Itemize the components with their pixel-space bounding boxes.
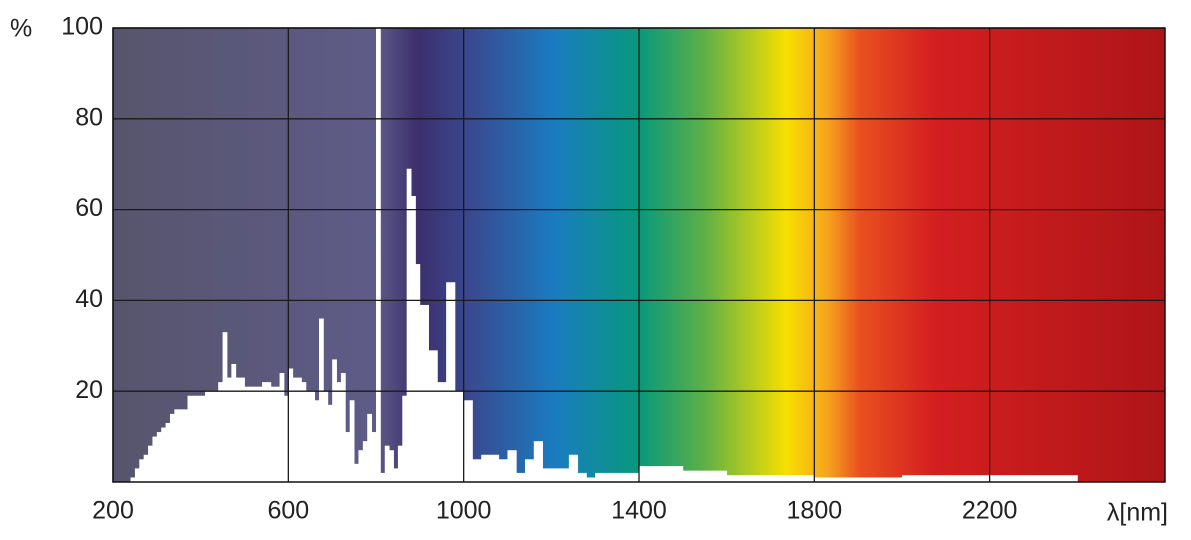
bar [411, 195, 416, 483]
y-tick-label: 100 [61, 13, 103, 41]
bar [235, 377, 245, 482]
bar [244, 386, 263, 482]
y-tick-label: 60 [75, 194, 103, 222]
bar [389, 450, 394, 482]
bar [130, 477, 136, 482]
bar [152, 436, 158, 482]
bar [814, 477, 903, 482]
bar [507, 450, 517, 482]
bar [533, 441, 543, 482]
bar [577, 472, 587, 482]
bar [516, 472, 526, 482]
bar [380, 472, 386, 482]
bar [226, 377, 232, 482]
bar [371, 432, 377, 482]
bar [376, 28, 381, 482]
bar [187, 395, 206, 482]
bar [270, 386, 280, 482]
bar [639, 466, 684, 482]
bar [415, 264, 421, 482]
bar [406, 168, 412, 483]
bar [148, 445, 153, 482]
bar [283, 395, 289, 482]
bar [367, 413, 373, 482]
bar [586, 477, 596, 482]
x-tick-label: 1800 [787, 497, 843, 525]
x-tick-label: 2200 [962, 497, 1018, 525]
bar [542, 468, 570, 482]
bar [384, 445, 390, 482]
y-tick-label: 20 [75, 376, 103, 404]
bar [292, 377, 302, 482]
bar [349, 400, 355, 482]
plot-frame [112, 27, 1166, 483]
bar [222, 332, 228, 482]
bar [262, 382, 272, 482]
bar [463, 400, 473, 482]
bar [231, 363, 237, 482]
bar [165, 422, 171, 482]
bar [428, 350, 438, 482]
bar [397, 445, 403, 482]
bar [174, 409, 184, 482]
x-tick-label: 200 [92, 497, 134, 525]
bar [134, 468, 140, 482]
bar [336, 382, 342, 482]
bar [301, 382, 307, 482]
bar [354, 463, 359, 482]
bar [156, 432, 162, 482]
x-tick-label: 1400 [611, 497, 667, 525]
bar [472, 459, 482, 482]
bar [139, 459, 145, 482]
bar [288, 368, 294, 482]
bar [279, 373, 285, 482]
x-tick-label: 1000 [436, 497, 492, 525]
x-tick-label: 600 [267, 497, 309, 525]
bar [362, 441, 368, 482]
bar [525, 459, 535, 482]
y-tick-label: 40 [75, 285, 103, 313]
bar [437, 382, 447, 482]
bar [314, 400, 320, 482]
bar [305, 391, 316, 482]
bar [143, 454, 149, 482]
bar [419, 304, 429, 482]
bar [327, 404, 333, 482]
bar [454, 391, 465, 482]
bar [481, 454, 500, 482]
bar [332, 359, 337, 482]
bar [218, 382, 223, 482]
x-axis-label: λ[nm] [1107, 499, 1168, 527]
bar [319, 318, 324, 482]
bar [358, 450, 364, 482]
bar [726, 475, 815, 482]
bar [205, 391, 219, 482]
bar [498, 459, 508, 482]
bar [446, 282, 456, 482]
bar [568, 454, 579, 482]
bar [340, 373, 346, 482]
bar [402, 395, 408, 482]
bar [323, 391, 329, 482]
bar [595, 472, 640, 482]
bar [682, 470, 728, 482]
bar [393, 468, 399, 482]
bar [183, 409, 188, 482]
y-axis-label: % [10, 15, 32, 43]
bar [161, 427, 166, 482]
bar [169, 413, 175, 482]
bar [345, 432, 351, 482]
y-tick-label: 80 [75, 103, 103, 131]
